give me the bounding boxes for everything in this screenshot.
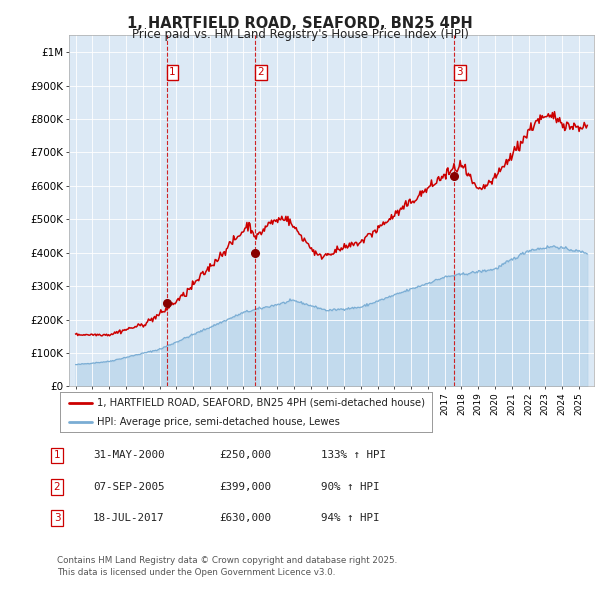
Text: HPI: Average price, semi-detached house, Lewes: HPI: Average price, semi-detached house,… [97, 417, 340, 427]
Text: 3: 3 [456, 67, 463, 77]
Text: 1, HARTFIELD ROAD, SEAFORD, BN25 4PH: 1, HARTFIELD ROAD, SEAFORD, BN25 4PH [127, 16, 473, 31]
Text: 1: 1 [53, 451, 61, 460]
Text: £399,000: £399,000 [219, 482, 271, 491]
Text: 2: 2 [53, 482, 61, 491]
Text: £630,000: £630,000 [219, 513, 271, 523]
Text: 90% ↑ HPI: 90% ↑ HPI [321, 482, 380, 491]
Text: £250,000: £250,000 [219, 451, 271, 460]
Text: 2: 2 [257, 67, 264, 77]
Text: 1, HARTFIELD ROAD, SEAFORD, BN25 4PH (semi-detached house): 1, HARTFIELD ROAD, SEAFORD, BN25 4PH (se… [97, 398, 425, 408]
Text: 31-MAY-2000: 31-MAY-2000 [93, 451, 164, 460]
Text: 07-SEP-2005: 07-SEP-2005 [93, 482, 164, 491]
Text: Contains HM Land Registry data © Crown copyright and database right 2025.
This d: Contains HM Land Registry data © Crown c… [57, 556, 397, 576]
Text: 94% ↑ HPI: 94% ↑ HPI [321, 513, 380, 523]
Text: 3: 3 [53, 513, 61, 523]
Text: 18-JUL-2017: 18-JUL-2017 [93, 513, 164, 523]
Text: Price paid vs. HM Land Registry's House Price Index (HPI): Price paid vs. HM Land Registry's House … [131, 28, 469, 41]
Text: 1: 1 [169, 67, 176, 77]
Text: 133% ↑ HPI: 133% ↑ HPI [321, 451, 386, 460]
